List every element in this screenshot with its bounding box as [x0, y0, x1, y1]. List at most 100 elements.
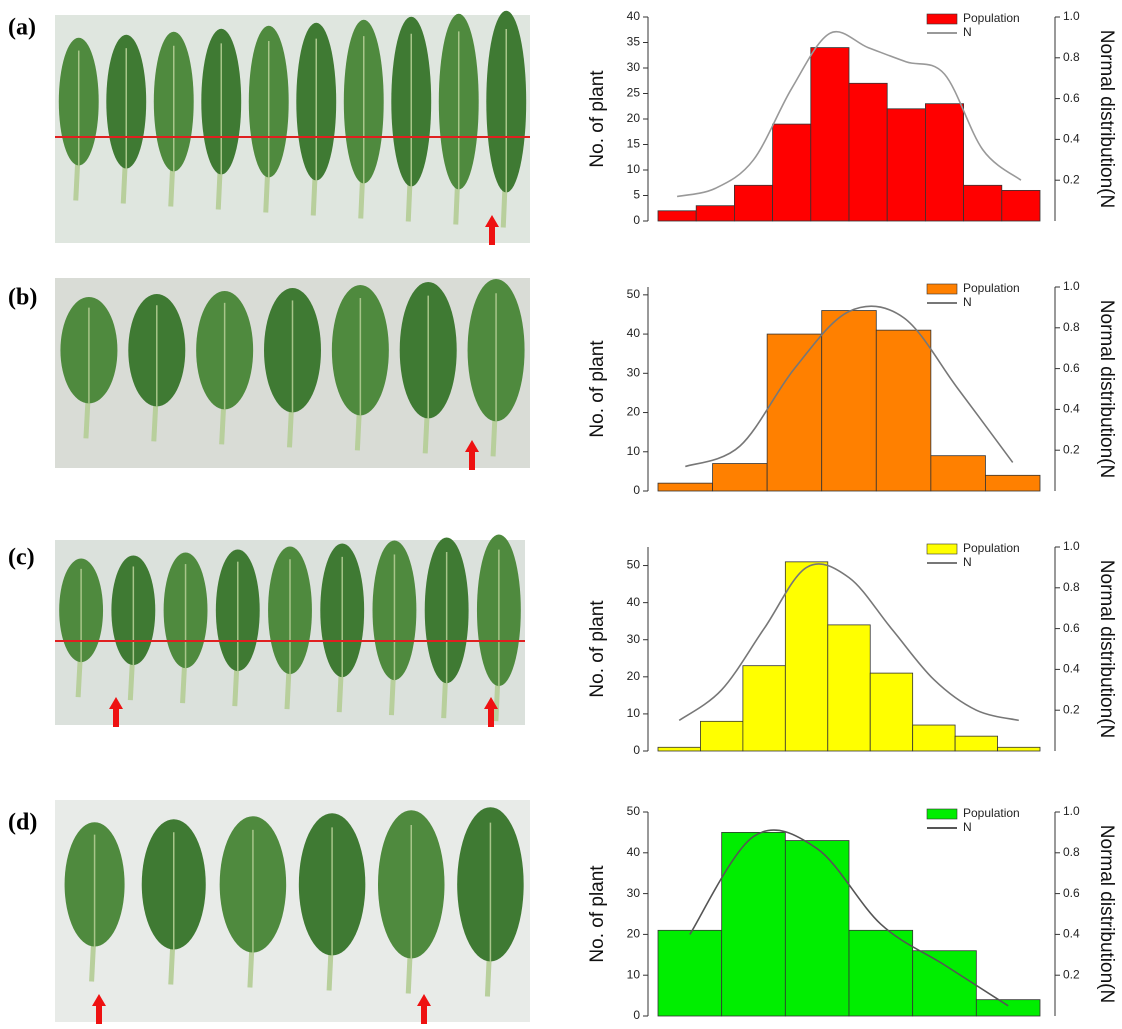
- legend-label: Population: [963, 281, 1020, 295]
- photo-bg: [55, 800, 530, 1022]
- y2-tick-label: 0.4: [1063, 402, 1080, 416]
- y2-tick-label: 0.2: [1063, 172, 1080, 186]
- bar: [997, 746, 1041, 752]
- y-tick-label: 50: [627, 287, 641, 301]
- legend-label: N: [963, 820, 972, 834]
- y-tick-label: 40: [627, 595, 641, 609]
- normal-curve: [676, 30, 1022, 198]
- bar: [886, 108, 926, 222]
- legend-label: Population: [963, 11, 1020, 25]
- legend-label: N: [963, 25, 972, 39]
- bar: [963, 184, 1003, 222]
- y-tick-label: 40: [627, 326, 641, 340]
- y2-tick-label: 1.0: [1063, 279, 1080, 293]
- legend-swatch: [926, 808, 958, 820]
- y-tick-label: 50: [627, 558, 641, 572]
- legend-label: Population: [963, 806, 1020, 820]
- y-tick-label: 20: [627, 405, 641, 419]
- bar: [912, 724, 956, 752]
- legend-swatch: [926, 283, 958, 295]
- normal-curve: [689, 829, 1009, 1007]
- y-axis-title: No. of plant: [587, 340, 608, 438]
- normal-curve: [685, 305, 1014, 468]
- bar: [975, 999, 1041, 1017]
- y2-tick-label: 0.4: [1063, 132, 1080, 146]
- y2-tick-label: 0.8: [1063, 320, 1080, 334]
- y-tick-label: 5: [633, 188, 640, 202]
- bar: [954, 735, 998, 752]
- y2-tick-label: 0.2: [1063, 442, 1080, 456]
- bar: [657, 210, 697, 222]
- bar: [657, 482, 713, 492]
- y-tick-label: 0: [633, 483, 640, 497]
- y-tick-label: 20: [627, 111, 641, 125]
- arrow: [417, 994, 431, 1024]
- bar: [784, 561, 829, 752]
- photo: [55, 278, 530, 470]
- bar: [821, 310, 877, 492]
- y-tick-label: 10: [627, 706, 641, 720]
- y2-tick-label: 0.6: [1063, 886, 1080, 900]
- legend-label: N: [963, 295, 972, 309]
- y-tick-label: 0: [633, 743, 640, 757]
- y2-tick-label: 1.0: [1063, 9, 1080, 23]
- y-axis-title: No. of plant: [587, 865, 608, 963]
- bar: [695, 205, 735, 222]
- bar: [721, 832, 786, 1017]
- y-tick-label: 10: [627, 444, 641, 458]
- y-tick-label: 35: [627, 35, 641, 49]
- y-axis-title: No. of plant: [587, 600, 608, 698]
- y-tick-label: 25: [627, 86, 641, 100]
- arrow: [484, 697, 498, 727]
- y2-tick-label: 0.2: [1063, 967, 1080, 981]
- y-tick-label: 20: [627, 669, 641, 683]
- y-tick-label: 0: [633, 213, 640, 227]
- legend-swatch: [926, 13, 958, 25]
- bar: [784, 840, 850, 1017]
- y2-tick-label: 1.0: [1063, 539, 1080, 553]
- bar: [930, 455, 986, 492]
- y2-axis-title: Normal distribution(N: [1096, 300, 1117, 478]
- y2-tick-label: 0.8: [1063, 580, 1080, 594]
- y-tick-label: 40: [627, 845, 641, 859]
- y-tick-label: 10: [627, 162, 641, 176]
- bar: [810, 47, 850, 222]
- y-axis-title: No. of plant: [587, 70, 608, 168]
- y-tick-label: 50: [627, 804, 641, 818]
- y2-tick-label: 1.0: [1063, 804, 1080, 818]
- bar: [869, 672, 914, 752]
- legend-label: N: [963, 555, 972, 569]
- bar: [766, 333, 823, 492]
- y-tick-label: 15: [627, 137, 641, 151]
- y-tick-label: 30: [627, 632, 641, 646]
- y2-tick-label: 0.4: [1063, 927, 1080, 941]
- arrow: [92, 994, 106, 1024]
- panel-label: (c): [8, 545, 35, 571]
- arrow: [485, 215, 499, 245]
- bar: [985, 474, 1041, 492]
- bar: [925, 103, 965, 222]
- y-tick-label: 30: [627, 886, 641, 900]
- legend-swatch: [926, 543, 958, 555]
- photo: [55, 800, 530, 1024]
- legend-label: Population: [963, 541, 1020, 555]
- bar: [1001, 189, 1041, 222]
- normal-curve: [678, 563, 1019, 722]
- y-tick-label: 0: [633, 1008, 640, 1022]
- y-tick-label: 30: [627, 365, 641, 379]
- y2-axis-title: Normal distribution(N: [1096, 30, 1117, 208]
- y2-tick-label: 0.8: [1063, 845, 1080, 859]
- bar: [912, 950, 977, 1017]
- bar: [827, 624, 871, 752]
- bar: [848, 82, 888, 222]
- bar: [875, 329, 932, 492]
- y-tick-label: 20: [627, 927, 641, 941]
- y-tick-label: 30: [627, 60, 641, 74]
- photo: [55, 534, 525, 727]
- arrow: [109, 697, 123, 727]
- y2-tick-label: 0.6: [1063, 621, 1080, 635]
- panel-label: (a): [8, 15, 36, 41]
- arrow: [465, 440, 479, 470]
- y2-tick-label: 0.8: [1063, 50, 1080, 64]
